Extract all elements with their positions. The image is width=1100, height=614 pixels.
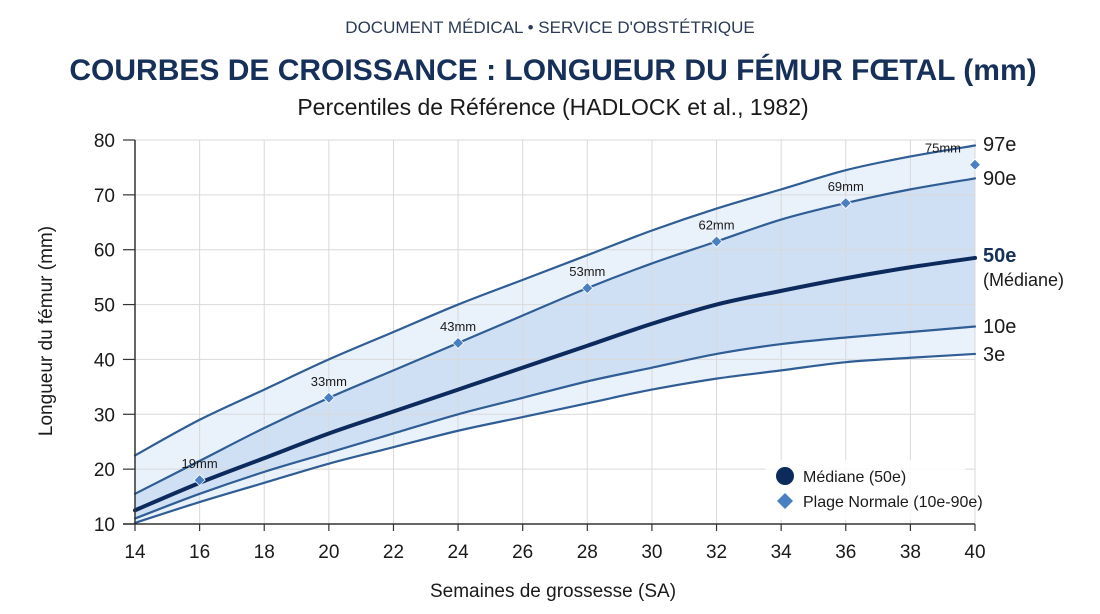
legend-label-normal-range: Plage Normale (10e-90e): [803, 494, 983, 511]
legend-marker-median: [776, 467, 794, 485]
data-point-marker: [710, 235, 723, 248]
data-point-marker: [968, 158, 982, 171]
y-axis-title: Longueur du fémur (mm): [36, 226, 57, 436]
x-axis-title: Semaines de grossesse (SA): [430, 581, 676, 602]
x-tick-label: 38: [900, 542, 921, 563]
x-tick-label: 22: [383, 542, 404, 563]
data-point-label: 19mm: [182, 456, 218, 471]
legend: Médiane (50e) Plage Normale (10e-90e): [765, 460, 983, 520]
x-tick-label: 26: [512, 542, 533, 563]
x-tick-label: 24: [448, 542, 470, 563]
y-tick-label: 10: [94, 515, 115, 536]
legend-box: [765, 460, 965, 520]
data-point-marker: [322, 391, 335, 404]
curve-label-90e: 90e: [983, 168, 1016, 190]
x-tick-label: 16: [189, 542, 210, 563]
x-tick-label: 20: [318, 542, 339, 563]
data-point-marker: [839, 197, 852, 210]
x-tick-label: 18: [254, 542, 275, 563]
document-tag: DOCUMENT MÉDICAL • SERVICE D'OBSTÉTRIQUE: [345, 18, 754, 37]
y-tick-label: 50: [94, 296, 115, 317]
data-point-marker: [452, 336, 465, 350]
axes: 14 16 18 20 22 24 26 28 30 32 34 36 38 40 10 20 30 40 50 60…: [94, 131, 986, 563]
curve-label-10e: 10e: [983, 316, 1016, 338]
curve-97e: [133, 144, 977, 457]
curve-50e: [133, 255, 977, 513]
x-tick-label: 34: [771, 542, 793, 563]
chart-title: COURBES DE CROISSANCE : LONGUEUR DU FÉMU…: [69, 53, 1036, 87]
curve-3e: [133, 352, 977, 525]
data-point-label: 62mm: [698, 217, 734, 232]
x-tick-label: 40: [964, 542, 985, 563]
legend-marker-normal-range: [777, 493, 793, 509]
data-point-label: 53mm: [569, 264, 605, 279]
y-tick-label: 60: [94, 241, 115, 262]
data-point-label: 43mm: [440, 319, 476, 334]
y-tick-label: 70: [94, 186, 115, 207]
curve-sublabel-50e: (Médiane): [983, 270, 1064, 290]
data-point-label: 75mm: [925, 141, 961, 156]
data-point-marker: [193, 474, 206, 487]
data-point-label: 69mm: [828, 179, 864, 194]
x-tick-label: 30: [641, 542, 662, 563]
curve-label-50e: 50e: [983, 245, 1016, 267]
chart-subtitle: Percentiles de Référence (HADLOCK et al.…: [297, 94, 808, 120]
x-tick-label: 14: [124, 542, 146, 563]
y-tick-label: 20: [94, 460, 115, 481]
data-point-marker: [581, 282, 594, 295]
legend-label-median: Médiane (50e): [803, 469, 906, 486]
y-tick-label: 30: [94, 405, 115, 426]
y-tick-label: 40: [94, 350, 115, 371]
curve-label-97e: 97e: [983, 134, 1016, 156]
curve-90e: [133, 177, 977, 495]
x-tick-label: 32: [706, 542, 727, 563]
normal-range-band-10e-90e: [135, 178, 975, 519]
annotated-points: 19mm 33mm 43mm 53mm 62mm 69mm 75mm: [182, 141, 982, 487]
curve-label-3e: 3e: [983, 344, 1005, 366]
percentile-curves: [133, 144, 977, 525]
x-tick-label: 36: [835, 542, 856, 563]
y-tick-label: 80: [94, 131, 115, 152]
curve-labels: 97e 90e 50e (Médiane) 10e 3e: [983, 134, 1064, 366]
data-point-label: 33mm: [311, 374, 347, 389]
curve-10e: [133, 325, 977, 520]
x-tick-label: 28: [577, 542, 598, 563]
